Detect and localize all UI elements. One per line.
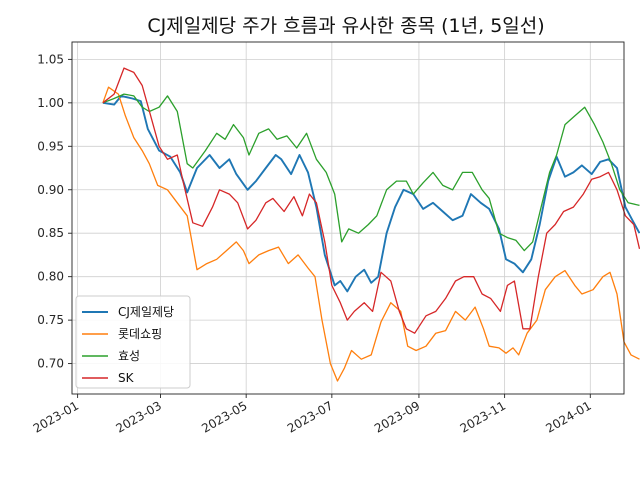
y-tick-label: 0.95	[37, 139, 64, 153]
y-tick-label: 0.70	[37, 357, 64, 371]
y-tick-label: 0.75	[37, 313, 64, 327]
y-tick-label: 1.05	[37, 52, 64, 66]
series-line	[102, 94, 640, 293]
series-line	[102, 86, 640, 382]
y-tick-label: 1.00	[37, 96, 64, 110]
y-tick-label: 0.90	[37, 183, 64, 197]
legend-label: SK	[118, 371, 135, 385]
y-tick-label: 0.80	[37, 270, 64, 284]
legend-label: 롯데쇼핑	[118, 327, 162, 341]
series-lines	[102, 67, 640, 382]
legend-label: 효성	[118, 349, 140, 363]
chart-title: CJ제일제당 주가 흐름과 유사한 종목 (1년, 5일선)	[147, 15, 544, 37]
legend-box	[75, 295, 191, 389]
plot-frame	[71, 41, 625, 395]
series-line	[102, 93, 640, 252]
series-line	[102, 67, 640, 334]
y-axis-ticks: 0.70 0.75 0.80 0.85 0.90 0.95 1.00 1.05	[37, 52, 72, 371]
y-tick-label: 0.85	[37, 226, 64, 240]
legend-label: CJ제일제당	[118, 305, 174, 319]
